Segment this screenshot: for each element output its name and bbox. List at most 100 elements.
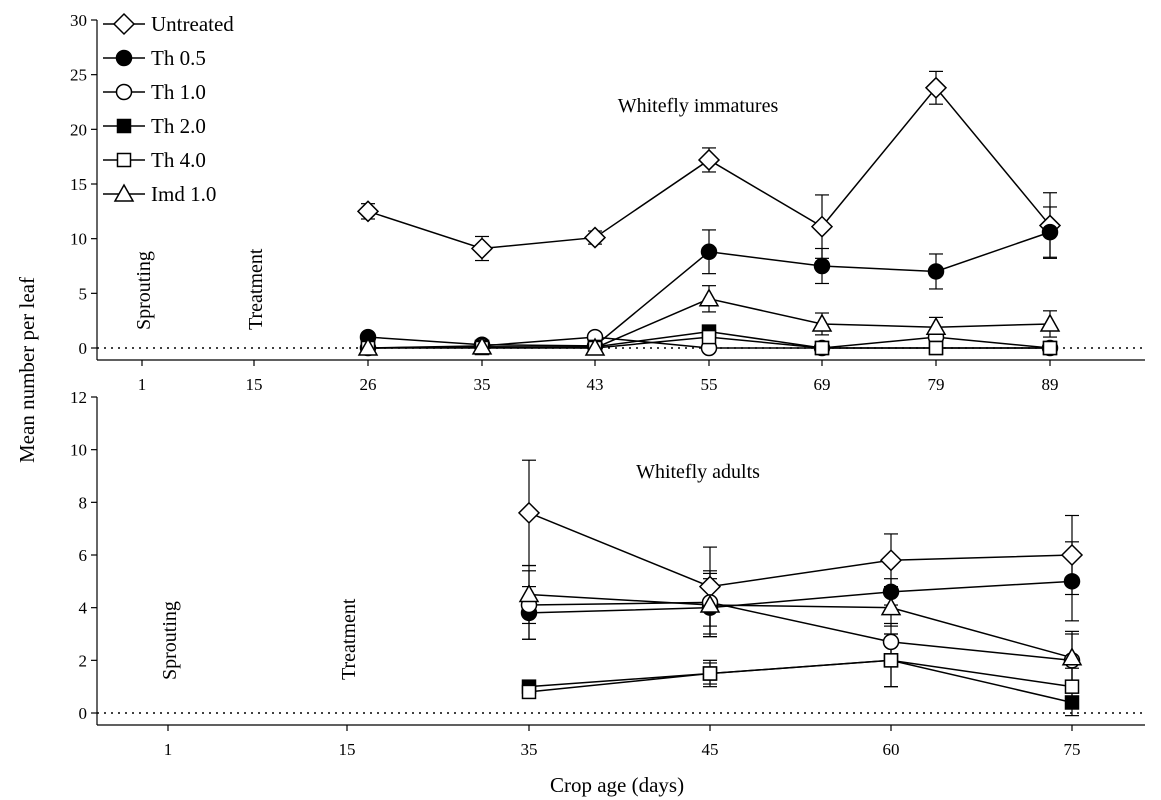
- event-annotation: Sprouting: [159, 601, 181, 680]
- series-th-2-0: [528, 633, 1079, 717]
- data-point: [698, 575, 722, 598]
- data-point: [879, 549, 903, 572]
- data-point: [356, 200, 380, 223]
- legend-item: Th 0.5: [103, 46, 206, 70]
- data-point: [925, 316, 947, 335]
- legend-marker: [116, 118, 132, 134]
- data-point: [700, 243, 718, 261]
- data-point: [927, 263, 945, 280]
- data-point: [1064, 679, 1080, 694]
- series-markers: [520, 573, 1081, 622]
- data-point: [584, 337, 606, 356]
- y-axis-title: Mean number per leaf: [15, 277, 39, 463]
- data-point: [880, 597, 902, 616]
- y-tick-label: 5: [79, 284, 88, 303]
- event-annotation: Treatment: [245, 248, 267, 330]
- series-th-0-5: [522, 541, 1079, 640]
- x-tick-label: 35: [521, 740, 538, 759]
- data-point: [701, 329, 717, 345]
- series-line: [528, 593, 1073, 659]
- data-point: [471, 336, 493, 355]
- series-markers: [518, 583, 1083, 666]
- data-point: [357, 337, 379, 356]
- x-tick-label: 60: [883, 740, 900, 759]
- series-line: [528, 580, 1073, 614]
- series-markers: [521, 653, 1080, 700]
- data-point: [883, 653, 899, 668]
- y-tick-label: 0: [79, 704, 88, 723]
- legend-marker: [115, 83, 133, 101]
- series-th-1-0: [522, 570, 1079, 688]
- y-tick-label: 6: [79, 546, 88, 565]
- data-point: [882, 583, 900, 601]
- data-point: [882, 633, 900, 651]
- data-point: [1041, 223, 1059, 241]
- series-line: [528, 601, 1073, 662]
- data-point: [699, 594, 721, 613]
- series-markers: [357, 288, 1061, 356]
- panel-adults: 0 2 4 6 8 10 12 1 15 35 45 60 75 Whitefly adults Sprou…: [70, 388, 1145, 759]
- data-point: [521, 684, 537, 700]
- series-markers: [517, 501, 1084, 598]
- legend-marker: [112, 12, 136, 36]
- legend-label: Imd 1.0: [151, 182, 216, 206]
- data-point: [698, 288, 720, 307]
- x-tick-label: 45: [702, 740, 719, 759]
- data-point: [810, 215, 834, 238]
- y-tick-label: 25: [70, 66, 87, 85]
- data-point: [518, 583, 540, 603]
- legend-label: Th 2.0: [151, 114, 206, 138]
- panel-immatures: 0 5 10 15 20 25 30 1 15 26 35 43 55 69 79 89 Whitefly im…: [70, 11, 1145, 394]
- data-point: [1063, 573, 1081, 590]
- x-tick-label: 1: [164, 740, 173, 759]
- legend-label: Th 1.0: [151, 80, 206, 104]
- x-tick-label: 43: [587, 375, 604, 394]
- x-tick-label: 35: [474, 375, 491, 394]
- legend-marker: [116, 152, 132, 168]
- y-tick-label: 4: [79, 599, 88, 618]
- data-point: [470, 237, 494, 260]
- series-line: [528, 659, 1073, 693]
- data-point: [1061, 647, 1083, 666]
- event-annotation: Sprouting: [133, 251, 155, 330]
- legend-marker: [113, 183, 135, 202]
- y-tick-label: 8: [79, 493, 88, 512]
- y-tick-label: 0: [79, 339, 88, 358]
- series-line: [528, 512, 1073, 588]
- legend-item: Untreated: [103, 12, 234, 36]
- legend-item: Th 2.0: [103, 114, 206, 138]
- data-point: [1042, 340, 1058, 356]
- legend-item: Th 4.0: [103, 148, 206, 172]
- x-tick-label: 15: [246, 375, 263, 394]
- y-tick-label: 2: [79, 651, 88, 670]
- data-point: [517, 501, 541, 524]
- legend-item: Imd 1.0: [103, 182, 216, 206]
- panel-title: Whitefly immatures: [618, 95, 779, 117]
- y-tick-label: 20: [70, 120, 87, 139]
- legend-label: Th 0.5: [151, 46, 206, 70]
- legend-label: Untreated: [151, 12, 234, 36]
- data-point: [1060, 543, 1084, 567]
- x-tick-label: 15: [339, 740, 356, 759]
- event-annotation: Treatment: [338, 598, 360, 680]
- legend-marker: [115, 49, 133, 67]
- data-point: [1064, 695, 1080, 710]
- y-tick-label: 12: [70, 388, 87, 407]
- x-tick-label: 55: [701, 375, 718, 394]
- y-tick-label: 15: [70, 175, 87, 194]
- series-th-4-0: [528, 633, 1079, 706]
- x-tick-label: 89: [1042, 375, 1059, 394]
- legend-label: Th 4.0: [151, 148, 206, 172]
- data-point: [697, 148, 721, 172]
- panel-title: Whitefly adults: [636, 461, 760, 483]
- y-tick-label: 10: [70, 441, 87, 460]
- series-untreated: [522, 459, 1079, 627]
- data-point: [814, 340, 830, 356]
- data-point: [1039, 313, 1061, 332]
- y-tick-label: 30: [70, 11, 87, 30]
- x-axis-title: Crop age (days): [550, 773, 684, 797]
- data-point: [813, 257, 831, 275]
- data-point: [928, 340, 944, 356]
- x-tick-label: 1: [138, 375, 147, 394]
